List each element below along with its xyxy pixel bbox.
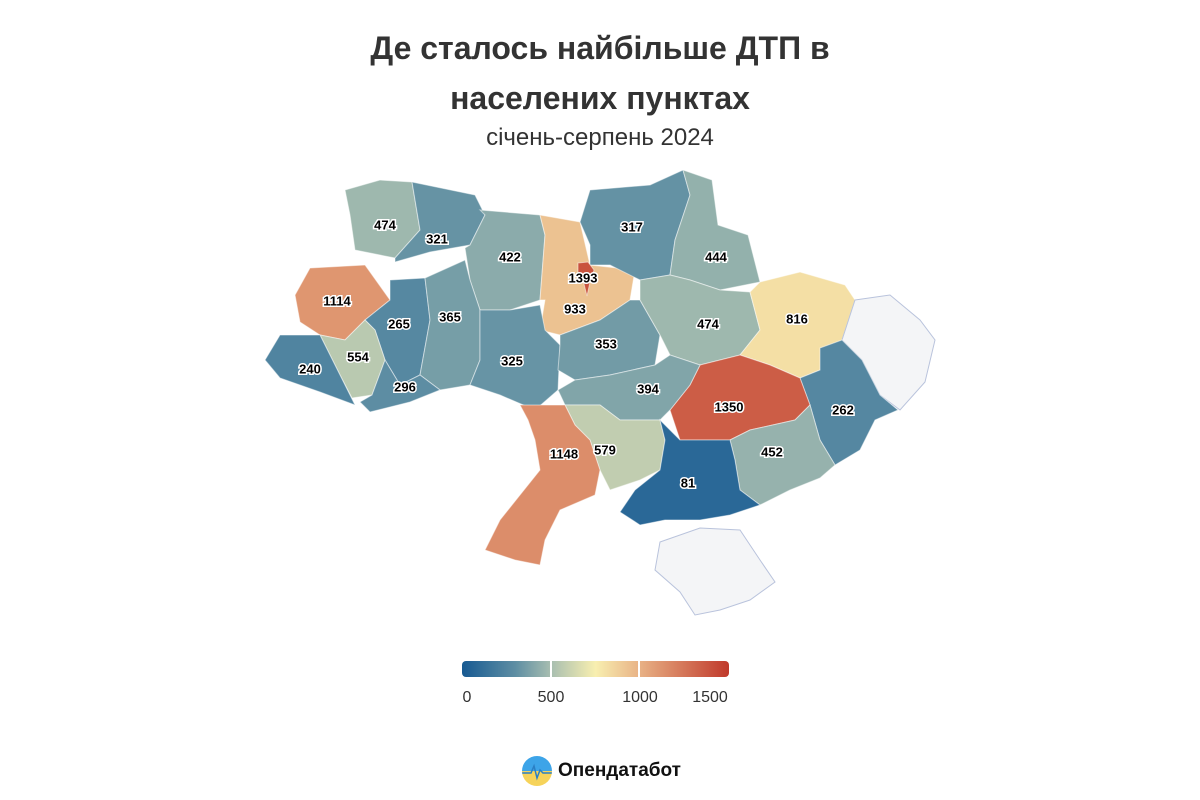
region-label-odesa: 1148 — [550, 446, 578, 461]
region-label-kharkiv: 816 — [786, 311, 808, 326]
region-label-khmelnytskyi: 365 — [439, 309, 461, 324]
region-label-chernihiv: 317 — [621, 219, 643, 234]
region-label-poltava: 474 — [697, 316, 719, 331]
region-label-volyn: 474 — [374, 217, 396, 232]
region-label-sumy: 444 — [705, 249, 727, 264]
region-label-kyiv-city: 1393 — [569, 270, 598, 285]
region-label-lviv: 1114 — [323, 293, 351, 308]
region-chernivtsi[interactable] — [359, 358, 442, 413]
region-label-donetsk: 262 — [832, 402, 854, 417]
region-label-zaporizhzhia: 452 — [761, 444, 783, 459]
region-label-chernivtsi: 296 — [394, 379, 416, 394]
region-label-ivano-frankivsk: 554 — [347, 349, 369, 364]
region-label-zhytomyr: 422 — [499, 249, 521, 264]
region-crimea[interactable] — [654, 527, 776, 616]
region-rivne[interactable] — [394, 181, 486, 263]
opendatabot-logo-icon — [522, 756, 552, 786]
brand-name: Опендатабот — [558, 760, 681, 781]
region-kyiv-city[interactable] — [577, 261, 595, 297]
region-label-kyiv-oblast: 933 — [564, 301, 586, 316]
legend-tick-1000: 1000 — [622, 689, 658, 706]
region-kherson[interactable] — [619, 418, 762, 526]
region-label-vinnytsia: 325 — [501, 353, 523, 368]
chart-title-line-1: Де сталось найбільше ДТП в — [370, 30, 830, 66]
chart-subtitle: січень-серпень 2024 — [486, 124, 714, 151]
region-label-kherson: 81 — [681, 475, 695, 490]
region-label-ternopil: 265 — [388, 316, 410, 331]
region-zakarpattia[interactable] — [264, 334, 357, 406]
color-scale-legend — [462, 661, 729, 677]
region-label-zakarpattia: 240 — [299, 361, 321, 376]
region-label-dnipro: 1350 — [715, 399, 744, 414]
brand-logo: Опендатабот — [522, 756, 681, 786]
legend-separator — [550, 661, 552, 677]
legend-tick-500: 500 — [537, 689, 565, 706]
region-label-mykolaiv: 579 — [594, 442, 616, 457]
chart-title-line-2: населених пунктах — [450, 80, 750, 116]
region-label-cherkasy: 353 — [595, 336, 617, 351]
legend-tick-1500: 1500 — [692, 689, 728, 706]
region-label-rivne: 321 — [426, 231, 448, 246]
legend-tick-0: 0 — [462, 689, 472, 706]
region-label-kirovohrad: 394 — [637, 381, 659, 396]
region-odesa[interactable] — [484, 404, 601, 566]
legend-separator — [638, 661, 640, 677]
